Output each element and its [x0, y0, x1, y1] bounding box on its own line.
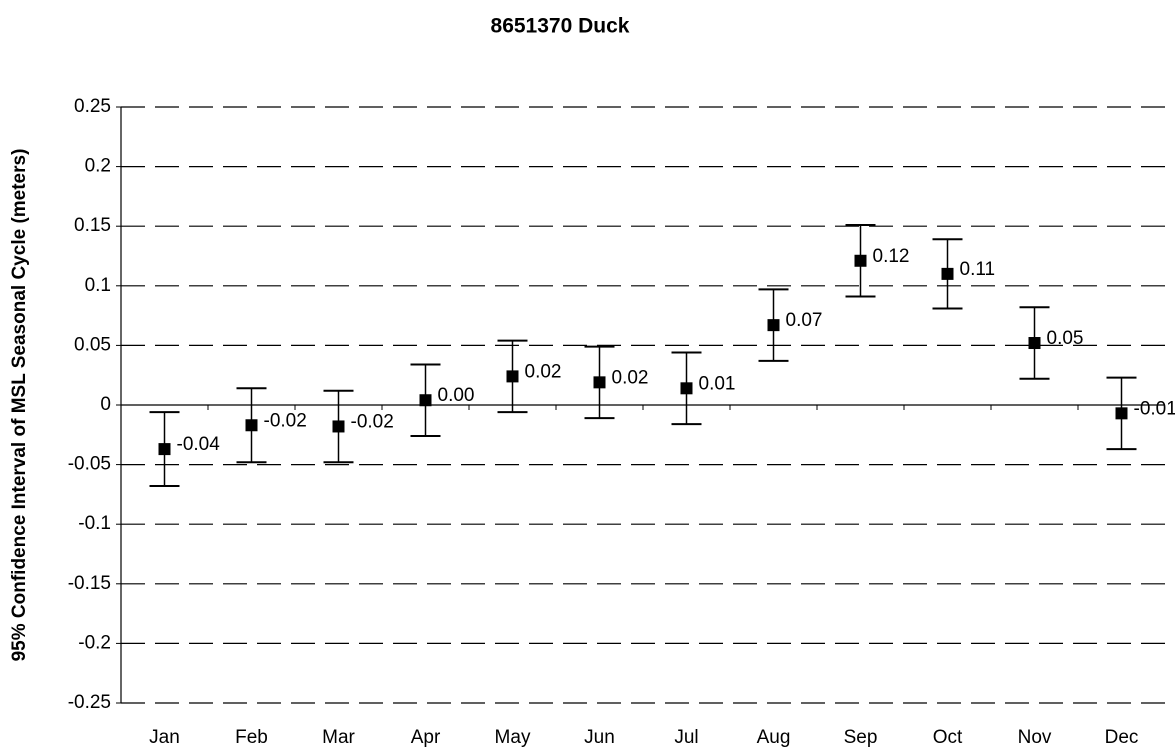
x-tick-label: Dec — [1105, 727, 1139, 748]
marker — [332, 420, 345, 433]
data-label: 0.00 — [438, 385, 475, 406]
y-tick-label: 0.2 — [85, 156, 111, 177]
marker — [1115, 407, 1128, 420]
y-axis-label: 95% Confidence Interval of MSL Seasonal … — [9, 149, 30, 662]
data-label: 0.12 — [873, 246, 910, 267]
marker — [245, 419, 258, 432]
marker — [941, 267, 954, 280]
x-tick-label: Sep — [844, 727, 878, 748]
y-tick-label: 0.1 — [85, 275, 111, 296]
x-tick-label: Jun — [584, 727, 615, 748]
x-tick-label: Mar — [322, 727, 355, 748]
chart-title: 8651370 Duck — [491, 15, 630, 38]
data-label: 0.02 — [525, 361, 562, 382]
data-label: -0.02 — [351, 411, 394, 432]
y-tick-label: 0.25 — [74, 96, 111, 117]
marker — [767, 319, 780, 332]
marker — [506, 370, 519, 383]
x-tick-label: Jul — [674, 727, 698, 748]
marker — [680, 382, 693, 395]
data-label: -0.04 — [177, 434, 221, 455]
x-tick-label: Nov — [1018, 727, 1052, 748]
data-label: 0.11 — [960, 259, 996, 280]
x-tick-label: Feb — [235, 727, 268, 748]
marker — [1028, 337, 1041, 350]
x-tick-label: May — [495, 727, 531, 748]
y-tick-label: 0.05 — [74, 334, 111, 355]
y-tick-label: -0.25 — [68, 692, 111, 713]
data-label: 0.02 — [612, 367, 649, 388]
y-tick-label: 0 — [100, 394, 111, 415]
marker — [593, 376, 606, 389]
data-label: 0.01 — [699, 373, 736, 394]
y-tick-label: 0.15 — [74, 215, 111, 236]
data-label: -0.02 — [264, 410, 307, 431]
data-label: -0.01 — [1134, 398, 1175, 419]
x-tick-label: Apr — [411, 727, 441, 748]
x-tick-label: Aug — [757, 727, 791, 748]
marker — [419, 394, 432, 407]
x-tick-label: Oct — [933, 727, 963, 748]
y-tick-label: -0.05 — [68, 454, 111, 475]
data-label: 0.07 — [786, 310, 823, 331]
y-tick-label: -0.1 — [78, 513, 111, 534]
y-tick-label: -0.15 — [68, 573, 111, 594]
y-tick-label: -0.2 — [78, 632, 111, 653]
x-tick-label: Jan — [149, 727, 180, 748]
data-label: 0.05 — [1047, 328, 1084, 349]
marker — [158, 443, 171, 456]
marker — [854, 254, 867, 267]
